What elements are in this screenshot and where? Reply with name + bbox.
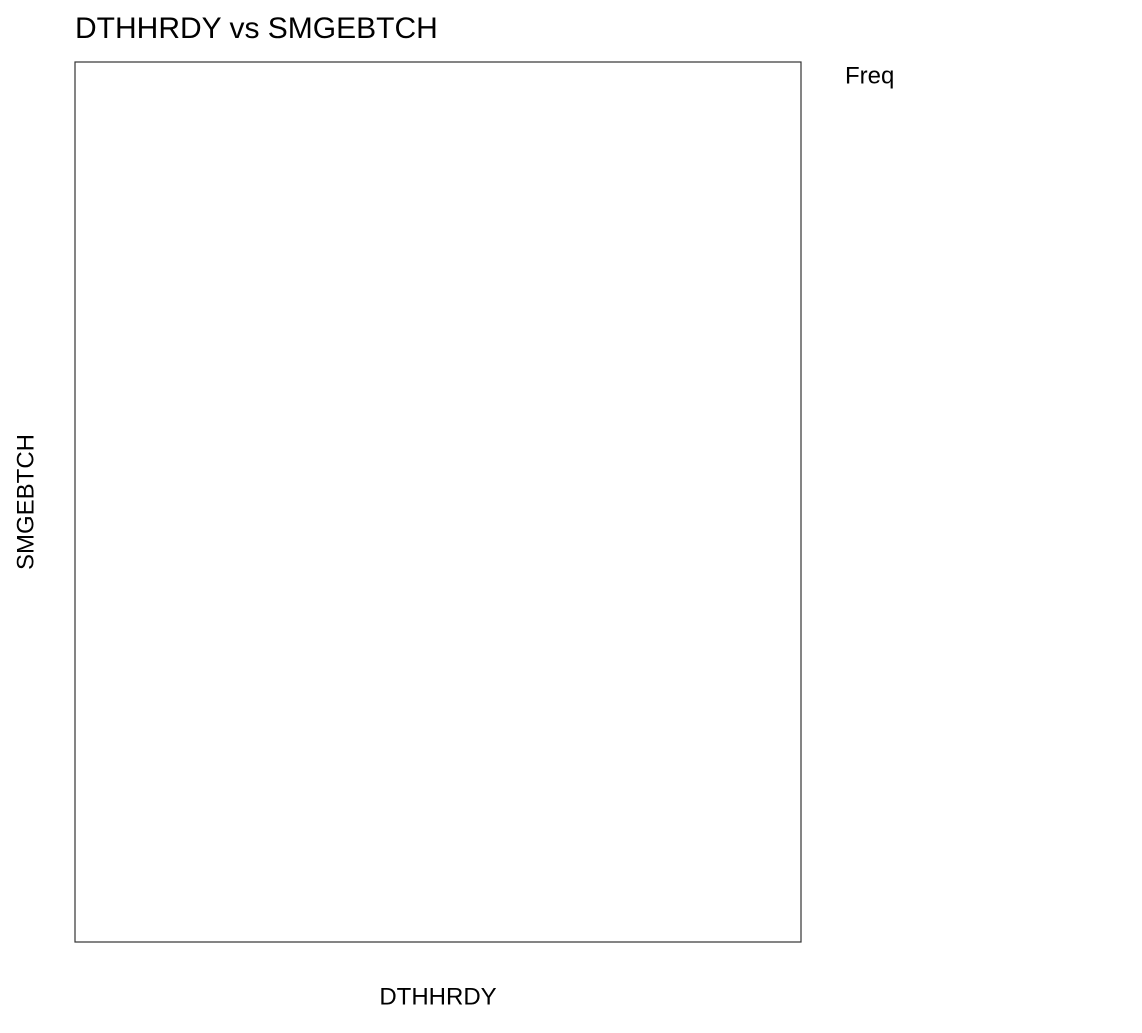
legend-title: Freq xyxy=(845,62,894,89)
panel-background xyxy=(75,62,801,942)
chart-title: DTHHRDY vs SMGEBTCH xyxy=(75,12,438,45)
y-axis-title: SMGEBTCH xyxy=(12,434,39,570)
panel-border xyxy=(74,61,802,943)
x-axis-title: DTHHRDY xyxy=(379,983,496,1010)
